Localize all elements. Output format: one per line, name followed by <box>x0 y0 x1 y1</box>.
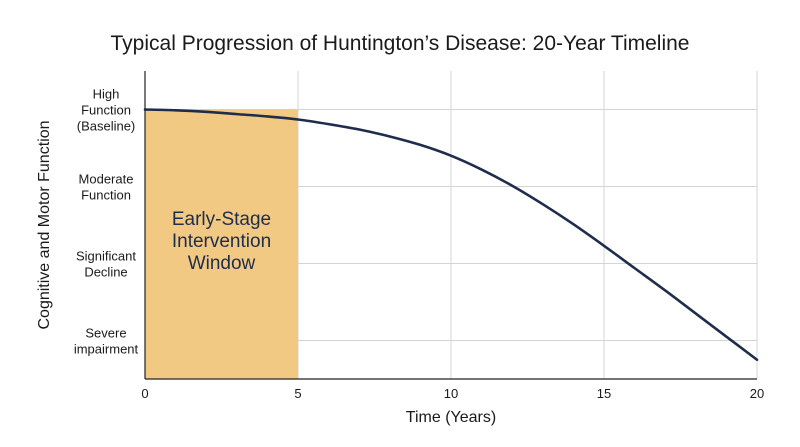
intervention-window-label: Window <box>188 253 256 274</box>
intervention-window-rect <box>145 109 298 379</box>
y-tick-label: Severe impairment <box>74 326 139 357</box>
y-axis-label: Cognitive and Motor Function <box>36 121 53 330</box>
x-tick-label: 10 <box>444 386 458 401</box>
intervention-window-label: Early-Stage <box>172 209 271 230</box>
x-tick-label: 5 <box>294 386 301 401</box>
y-tick-label: High Function (Baseline) <box>77 87 136 134</box>
chart-title: Typical Progression of Huntington’s Dise… <box>111 32 690 55</box>
x-axis-label: Time (Years) <box>406 409 496 426</box>
x-tick-label: 15 <box>597 386 611 401</box>
function-decline-line <box>143 108 759 362</box>
tick-labels: 0 5 10 15 20 Severe impairment Significant Decli… <box>74 87 764 402</box>
y-tick-label: Significant Decline <box>76 249 136 280</box>
x-tick-label: 0 <box>141 386 148 401</box>
intervention-window-label: Intervention <box>172 231 271 252</box>
x-tick-label: 20 <box>750 386 764 401</box>
axes <box>144 71 757 380</box>
series-layer <box>143 108 759 362</box>
y-tick-label: Moderate Function <box>79 172 134 203</box>
